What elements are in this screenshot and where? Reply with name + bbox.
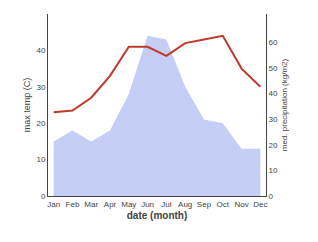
svg-text:40: 40 — [269, 89, 278, 98]
svg-text:med. precipitation (kg/m2): med. precipitation (kg/m2) — [280, 58, 289, 151]
svg-text:10: 10 — [36, 155, 45, 164]
svg-text:30: 30 — [36, 83, 45, 92]
svg-text:max temp (C): max temp (C) — [22, 78, 32, 133]
svg-text:Nov: Nov — [234, 200, 248, 209]
svg-text:20: 20 — [36, 119, 45, 128]
svg-text:40: 40 — [36, 46, 45, 55]
svg-text:Aug: Aug — [178, 200, 192, 209]
svg-text:Sep: Sep — [197, 200, 212, 209]
svg-text:0: 0 — [41, 192, 46, 201]
svg-text:Jun: Jun — [141, 200, 154, 209]
svg-text:30: 30 — [269, 115, 278, 124]
svg-text:Jul: Jul — [161, 200, 171, 209]
svg-text:Oct: Oct — [217, 200, 230, 209]
svg-text:Mar: Mar — [84, 200, 98, 209]
svg-text:50: 50 — [269, 64, 278, 73]
svg-text:10: 10 — [269, 166, 278, 175]
svg-text:Apr: Apr — [104, 200, 117, 209]
svg-text:0: 0 — [269, 192, 274, 201]
svg-text:Dec: Dec — [253, 200, 267, 209]
svg-text:Jan: Jan — [47, 200, 60, 209]
svg-text:date (month): date (month) — [127, 210, 188, 221]
svg-text:20: 20 — [269, 141, 278, 150]
svg-text:May: May — [121, 200, 136, 209]
svg-text:Feb: Feb — [66, 200, 80, 209]
svg-text:60: 60 — [269, 38, 278, 47]
